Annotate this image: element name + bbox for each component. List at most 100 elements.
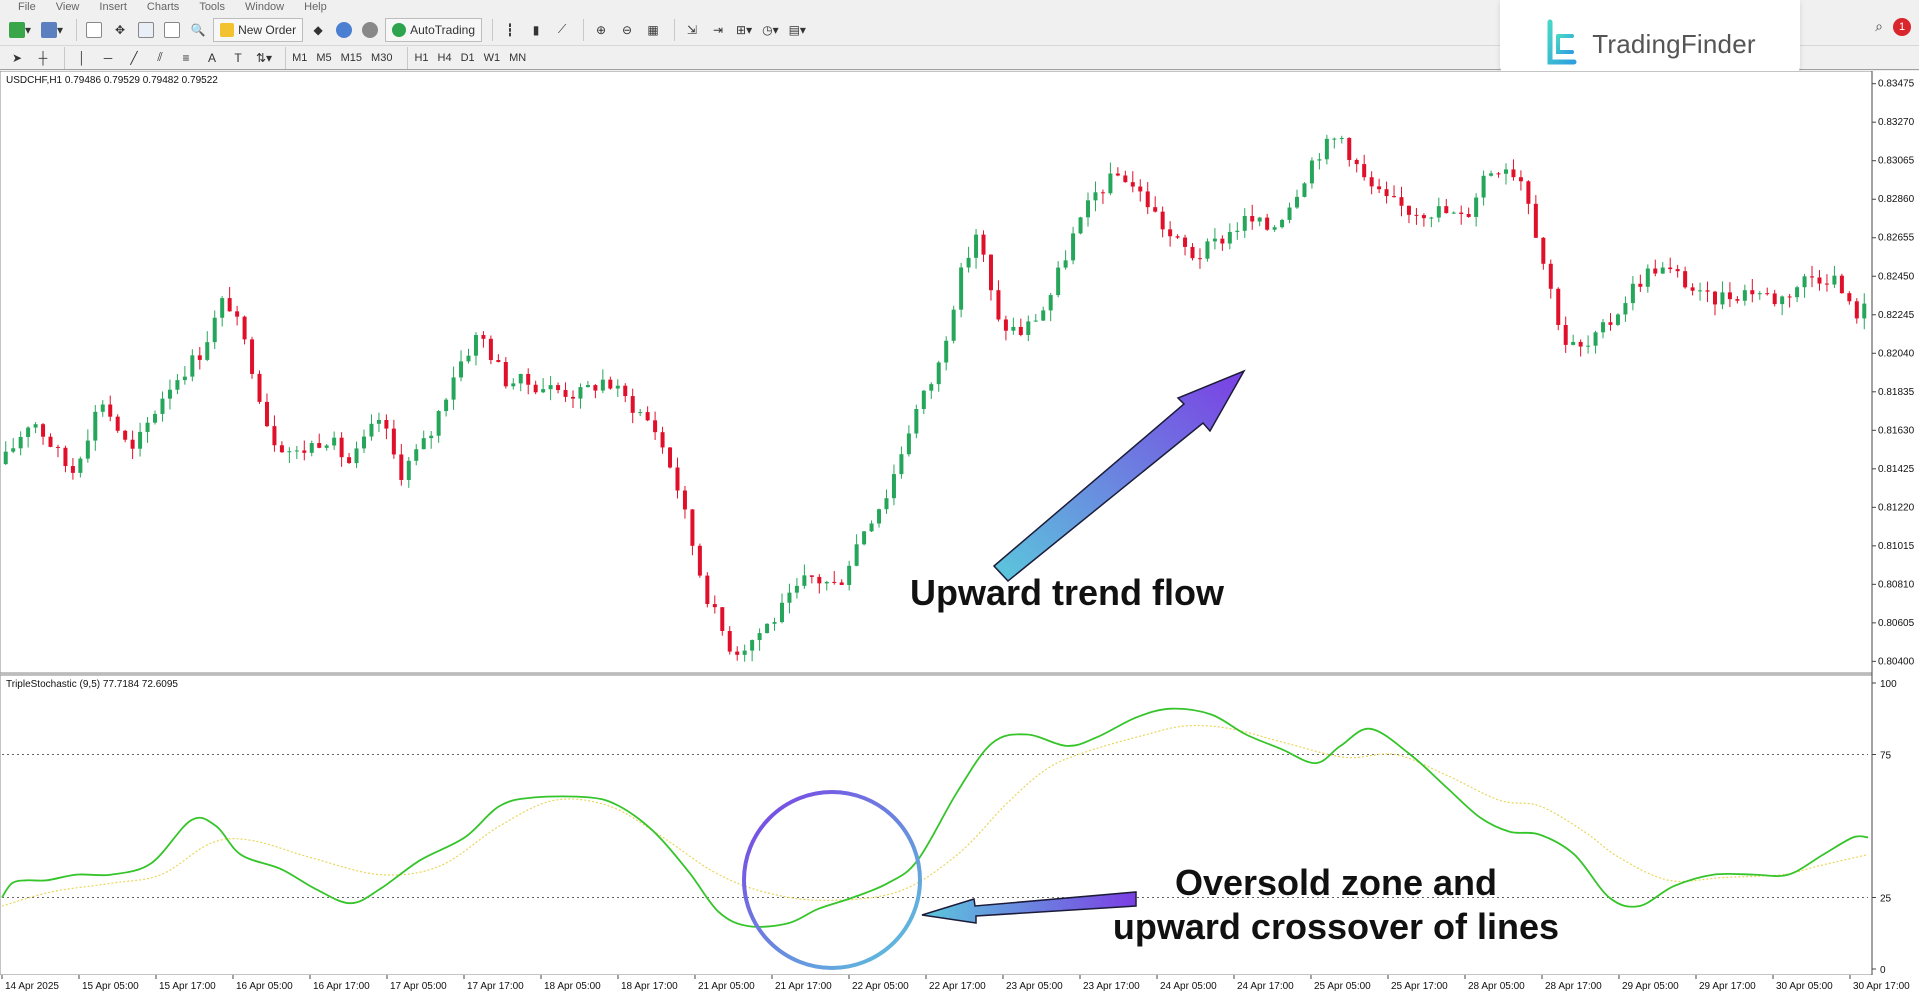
bullish-candle — [541, 389, 546, 393]
timeframe-d1[interactable]: D1 — [460, 51, 475, 64]
bearish-candle — [63, 447, 68, 467]
bearish-candle — [1556, 288, 1561, 325]
menu-tools[interactable]: Tools — [199, 1, 225, 13]
notification-badge[interactable]: 1 — [1893, 18, 1911, 36]
time-tick-label: 24 Apr 05:00 — [1160, 981, 1217, 992]
timeframe-h1[interactable]: H1 — [414, 51, 429, 64]
text-label-icon[interactable]: T — [234, 50, 242, 65]
bearish-candle — [1354, 159, 1359, 165]
bullish-candle — [1720, 292, 1725, 305]
line-chart-icon[interactable]: ⟋ — [557, 22, 567, 36]
tester-icon[interactable]: 🔍 — [190, 22, 206, 37]
candlestick-icon[interactable]: ▮ — [532, 22, 540, 37]
chart-shift-icon[interactable]: ⇥ — [712, 22, 724, 37]
indicator-tick-label: 100 — [1880, 679, 1897, 690]
bearish-candle — [1705, 290, 1710, 292]
bullish-candle — [473, 335, 478, 356]
templates-icon[interactable]: ▤▾ — [788, 22, 806, 37]
menu-help[interactable]: Help — [304, 1, 327, 13]
horizontal-line-icon[interactable]: ─ — [103, 50, 113, 65]
timeframe-mn[interactable]: MN — [509, 51, 527, 64]
timeframe-w1[interactable]: W1 — [483, 51, 501, 64]
indicator-panel — [0, 674, 1873, 976]
time-tick-label: 22 Apr 17:00 — [929, 981, 986, 992]
arrows-icon[interactable]: ⇅▾ — [256, 50, 273, 65]
bar-chart-icon[interactable]: ┇ — [506, 22, 514, 37]
bearish-candle — [1459, 212, 1464, 214]
bullish-candle — [11, 448, 16, 452]
bullish-candle — [309, 443, 314, 453]
text-icon[interactable]: A — [207, 50, 216, 65]
market-icon[interactable] — [359, 18, 381, 42]
logo-text: TradingFinder — [1592, 28, 1756, 59]
zoom-in-icon[interactable]: ⊕ — [595, 22, 607, 37]
periods-icon[interactable]: ◷▾ — [762, 22, 779, 37]
autotrading-button[interactable]: AutoTrading — [385, 17, 483, 42]
history-icon[interactable] — [333, 18, 355, 42]
bullish-candle — [772, 622, 777, 624]
bullish-candle — [93, 411, 98, 441]
new-chart-icon[interactable]: ▾ — [6, 18, 34, 42]
crosshair-nav-icon[interactable]: ✥ — [115, 22, 126, 37]
bullish-candle — [802, 575, 807, 586]
oversold-label-line2: upward crossover of lines — [1113, 906, 1559, 947]
timeframe-m30[interactable]: M30 — [371, 51, 393, 64]
time-tick-label: 16 Apr 17:00 — [313, 981, 370, 992]
channel-icon[interactable]: ⫽ — [157, 50, 163, 64]
bearish-candle — [130, 439, 135, 449]
timeframe-m1[interactable]: M1 — [292, 51, 308, 64]
terminal-icon[interactable] — [161, 18, 183, 42]
auto-scroll-icon[interactable]: ⇲ — [686, 22, 698, 37]
navigator-icon[interactable] — [135, 18, 157, 42]
meta-editor-icon[interactable]: ◆ — [313, 22, 323, 37]
time-tick-label: 29 Apr 17:00 — [1699, 981, 1756, 992]
bearish-candle — [481, 335, 486, 339]
bullish-candle — [869, 523, 874, 532]
time-tick-label: 28 Apr 17:00 — [1545, 981, 1602, 992]
bearish-candle — [1518, 177, 1523, 182]
menu-insert[interactable]: Insert — [99, 1, 127, 13]
fibonacci-icon[interactable]: ≡ — [182, 50, 190, 65]
bullish-candle — [944, 340, 949, 363]
bullish-candle — [1295, 196, 1300, 208]
bullish-candle — [638, 412, 643, 414]
bearish-candle — [623, 385, 628, 397]
bearish-candle — [1369, 177, 1374, 187]
time-tick-label: 18 Apr 05:00 — [544, 981, 601, 992]
bearish-candle — [1541, 237, 1546, 264]
time-tick-label: 18 Apr 17:00 — [621, 981, 678, 992]
search-icon[interactable]: ⌕ — [1875, 19, 1883, 35]
autotrading-label: AutoTrading — [410, 22, 476, 37]
timeframe-h4[interactable]: H4 — [437, 51, 452, 64]
bearish-candle — [1100, 192, 1105, 194]
menu-window[interactable]: Window — [245, 1, 285, 13]
menu-view[interactable]: View — [55, 1, 80, 13]
trendline-icon[interactable]: ╱ — [130, 50, 138, 65]
vertical-line-icon[interactable]: │ — [78, 50, 86, 65]
indicators-icon[interactable]: ⊞▾ — [736, 22, 753, 37]
bullish-candle — [1317, 159, 1322, 161]
zoom-out-icon[interactable]: ⊖ — [621, 22, 633, 37]
tile-windows-icon[interactable]: ▦ — [647, 22, 659, 37]
menu-charts[interactable]: Charts — [146, 1, 180, 13]
crosshair-icon[interactable]: ┼ — [38, 50, 48, 65]
time-axis: 14 Apr 2025 15 Apr 05:00 15 Apr 17:00 16 Ap… — [1, 975, 1910, 992]
bullish-candle — [750, 640, 755, 651]
bullish-candle — [1802, 276, 1807, 288]
market-watch-icon[interactable] — [83, 18, 105, 42]
bearish-candle — [1668, 267, 1673, 270]
bearish-candle — [123, 430, 128, 440]
profiles-icon[interactable]: ▾ — [38, 18, 66, 42]
menu-file[interactable]: File — [18, 1, 36, 13]
bullish-candle — [369, 423, 374, 437]
cursor-icon[interactable]: ➤ — [11, 50, 23, 65]
timeframe-m5[interactable]: M5 — [316, 51, 332, 64]
time-tick-label: 30 Apr 05:00 — [1776, 981, 1833, 992]
new-order-button[interactable]: New Order — [213, 17, 304, 42]
bullish-candle — [1623, 303, 1628, 315]
bearish-candle — [1444, 206, 1449, 214]
bullish-candle — [1660, 267, 1665, 274]
chart-canvas[interactable]: 0.83475 0.83270 0.83065 0.82860 0.82655 0.824… — [0, 71, 1919, 996]
bearish-candle — [197, 355, 202, 360]
timeframe-m15[interactable]: M15 — [340, 51, 363, 64]
